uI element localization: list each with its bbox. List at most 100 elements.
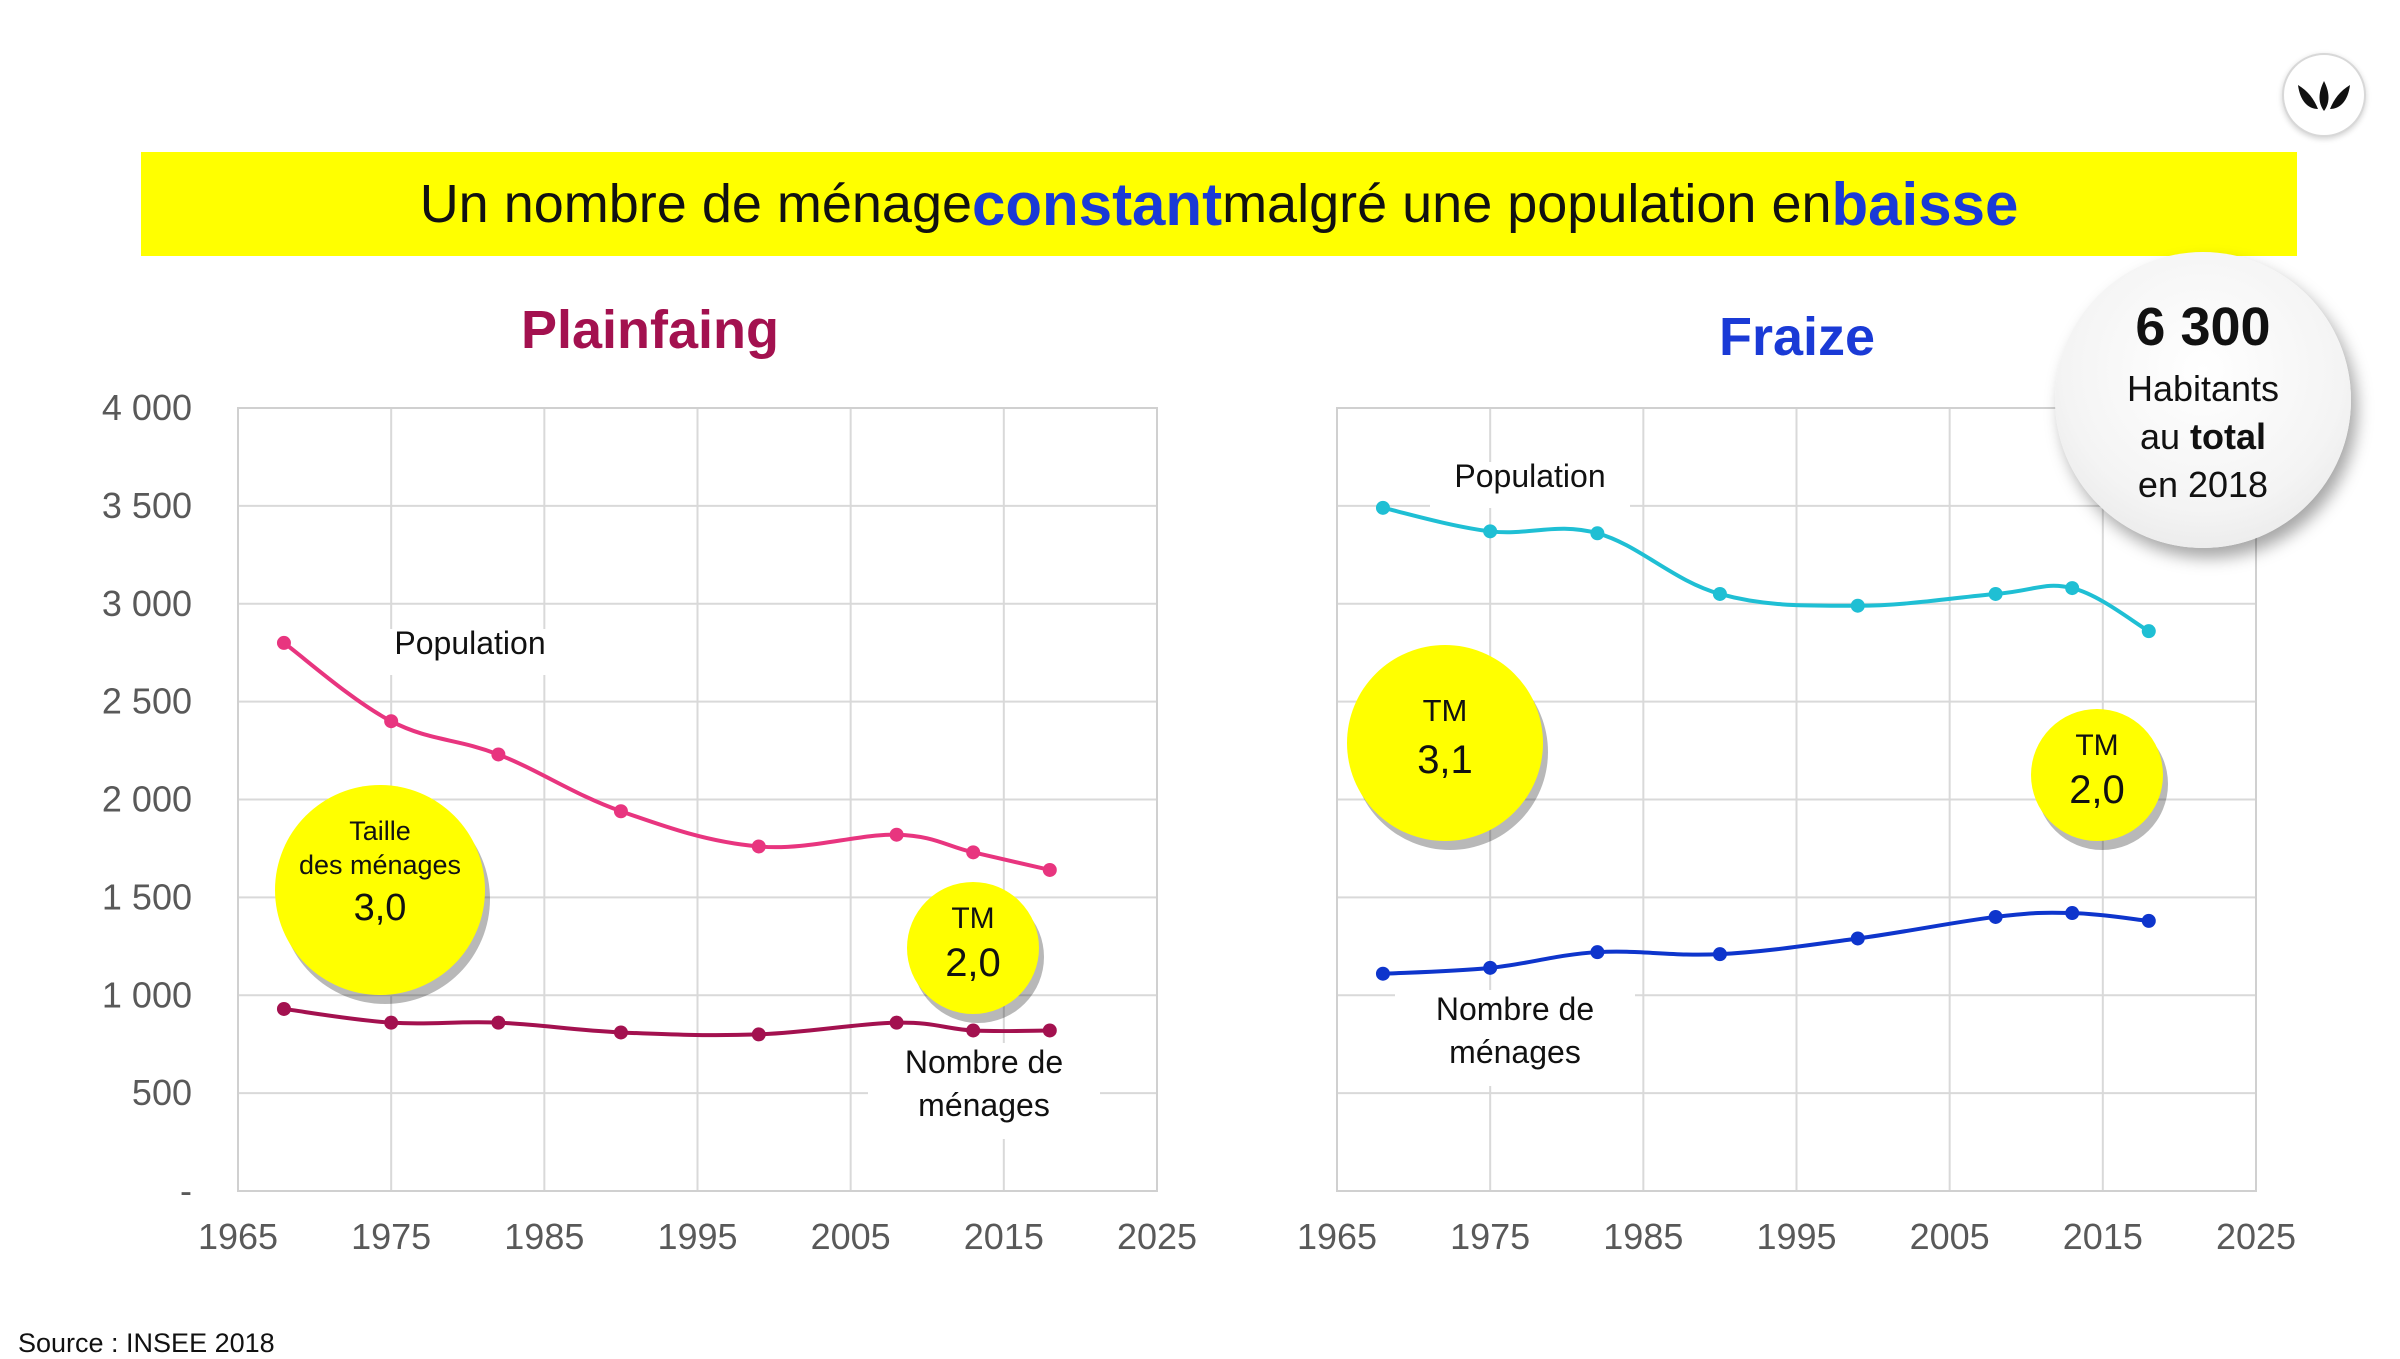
- fraize-point-population-1975: [1483, 524, 1498, 539]
- plainfaing-series-label-bg: [380, 629, 560, 675]
- fraize-series-label-households: Nombre de: [1436, 991, 1594, 1027]
- plainfaing-y-tick-label: 4 000: [102, 387, 192, 428]
- plainfaing-x-tick-label: 2015: [964, 1216, 1044, 1257]
- total-number: 6 300: [2135, 297, 2271, 357]
- fraize-bubble-text: TM: [2075, 729, 2118, 762]
- plainfaing-series-line-households: [283, 1006, 1050, 1038]
- plainfaing-bubble-text: Taille: [349, 816, 411, 846]
- fraize-series-label-bg: [1430, 462, 1630, 508]
- plainfaing-y-tick-label: 1 000: [102, 974, 192, 1015]
- fraize-plot-area: [1336, 407, 2257, 1192]
- fraize-point-households-2008: [1988, 909, 2003, 924]
- plainfaing-y-tick-label: 500: [132, 1072, 192, 1113]
- fraize-x-tick-label: 2005: [1910, 1216, 1990, 1257]
- plainfaing-x-tick-label: 1975: [351, 1216, 431, 1257]
- plainfaing-point-population-1975: [384, 714, 399, 729]
- fraize-bubble-text: TM: [1423, 693, 1468, 728]
- fraize-point-population-1968: [1375, 500, 1390, 515]
- total-label-line3: en 2018: [2137, 464, 2269, 505]
- plainfaing-y-tick-label: -: [180, 1170, 192, 1211]
- fraize-point-households-1968: [1375, 966, 1390, 981]
- plainfaing-point-households-2018: [1042, 1023, 1057, 1038]
- fraize-series-label-bg: [1395, 990, 1635, 1086]
- plainfaing-y-tick-label: 3 500: [102, 485, 192, 526]
- plainfaing-series-label-households: Nombre de: [905, 1044, 1063, 1080]
- plainfaing-point-households-2013: [966, 1023, 981, 1038]
- fraize-series-label-households: ménages: [1449, 1034, 1581, 1070]
- plainfaing-point-households-1990: [613, 1025, 628, 1040]
- fraize-point-population-2008: [1988, 586, 2003, 601]
- plainfaing-point-population-2008: [889, 827, 904, 842]
- fraize-point-population-1982: [1590, 526, 1605, 541]
- plainfaing-point-population-1999: [751, 839, 766, 854]
- total-label-line2: au total: [2055, 416, 2351, 458]
- fraize-point-households-1999: [1850, 931, 1865, 946]
- fraize-x-tick-label: 1965: [1297, 1216, 1377, 1257]
- fraize-bubble-text: 2,0: [2069, 768, 2125, 812]
- source-note: Source : INSEE 2018: [18, 1328, 275, 1358]
- fraize-x-tick-label: 1995: [1756, 1216, 1836, 1257]
- plainfaing-household-size-bubble: [275, 785, 485, 995]
- fraize-point-population-1999: [1850, 598, 1865, 613]
- plainfaing-series-label-population: Population: [394, 625, 545, 661]
- fraize-point-households-1975: [1483, 960, 1498, 975]
- plainfaing-point-households-1968: [276, 1001, 291, 1016]
- plainfaing-bubble-text: TM: [951, 902, 994, 935]
- fraize-chart-title: Fraize: [1719, 307, 1875, 367]
- plainfaing-bubble-text: des ménages: [299, 850, 461, 880]
- plainfaing-point-households-1975: [384, 1015, 399, 1030]
- plainfaing-x-tick-label: 1985: [504, 1216, 584, 1257]
- plainfaing-x-tick-label: 1995: [657, 1216, 737, 1257]
- plainfaing-point-population-2018: [1042, 862, 1057, 877]
- plainfaing-point-households-1999: [751, 1027, 766, 1042]
- plainfaing-series-label-households: ménages: [918, 1087, 1050, 1123]
- plainfaing-point-population-2013: [966, 845, 981, 860]
- total-label-line1: Habitants: [2126, 368, 2280, 409]
- fraize-series-line-households: [1382, 910, 2149, 976]
- plainfaing-x-tick-label: 2025: [1117, 1216, 1197, 1257]
- banner-text-2: malgré une population en: [1222, 174, 1832, 234]
- fraize-bubble-text: 3,1: [1417, 738, 1473, 782]
- banner-highlight-baisse: baisse: [1831, 170, 2019, 238]
- fraize-x-tick-label: 1985: [1603, 1216, 1683, 1257]
- leaf-logo-icon: [2282, 53, 2366, 137]
- fraize-household-size-bubble: [1347, 645, 1543, 841]
- title-banner: Un nombre de ménage constant malgré une …: [141, 152, 2297, 256]
- fraize-point-population-1990: [1712, 586, 1727, 601]
- plainfaing-bubble-text: 3,0: [354, 887, 407, 929]
- fraize-household-size-bubble: [2031, 709, 2163, 841]
- plainfaing-point-population-1990: [613, 804, 628, 819]
- fraize-point-population-2013: [2065, 581, 2080, 596]
- plainfaing-household-size-bubble: [907, 882, 1039, 1014]
- plainfaing-point-households-1982: [491, 1015, 506, 1030]
- plainfaing-x-tick-label: 1965: [198, 1216, 278, 1257]
- total-label-line2-pre: au: [2139, 416, 2191, 457]
- fraize-x-tick-label: 2015: [2063, 1216, 2143, 1257]
- fraize-point-households-2018: [2141, 913, 2156, 928]
- fraize-point-households-1990: [1712, 947, 1727, 962]
- plainfaing-y-tick-label: 2 500: [102, 681, 192, 722]
- plainfaing-plot-area: [237, 407, 1158, 1192]
- plainfaing-x-tick-label: 2005: [811, 1216, 891, 1257]
- plainfaing-bubble-text: 2,0: [945, 941, 1001, 985]
- total-label-line2-bold: total: [2190, 416, 2267, 457]
- plainfaing-series-label-bg: [868, 1043, 1100, 1139]
- plainfaing-chart-title: Plainfaing: [521, 300, 779, 360]
- plainfaing-y-tick-label: 2 000: [102, 779, 192, 820]
- plainfaing-point-population-1968: [276, 635, 291, 650]
- plainfaing-point-population-1982: [491, 747, 506, 762]
- plainfaing-y-tick-label: 3 000: [102, 583, 192, 624]
- fraize-series-label-population: Population: [1454, 458, 1605, 494]
- fraize-series-line-population: [1382, 505, 2150, 633]
- fraize-point-population-2018: [2141, 624, 2156, 639]
- banner-text-1: Un nombre de ménage: [419, 174, 973, 234]
- fraize-x-tick-label: 1975: [1450, 1216, 1530, 1257]
- fraize-x-tick-label: 2025: [2216, 1216, 2296, 1257]
- fraize-point-households-2013: [2065, 906, 2080, 921]
- fraize-point-households-1982: [1590, 945, 1605, 960]
- plainfaing-point-households-2008: [889, 1015, 904, 1030]
- total-inhabitants-badge: 6 300 Habitants au total en 2018: [2055, 252, 2351, 548]
- banner-highlight-constant: constant: [972, 170, 1223, 238]
- plainfaing-y-tick-label: 1 500: [102, 876, 192, 917]
